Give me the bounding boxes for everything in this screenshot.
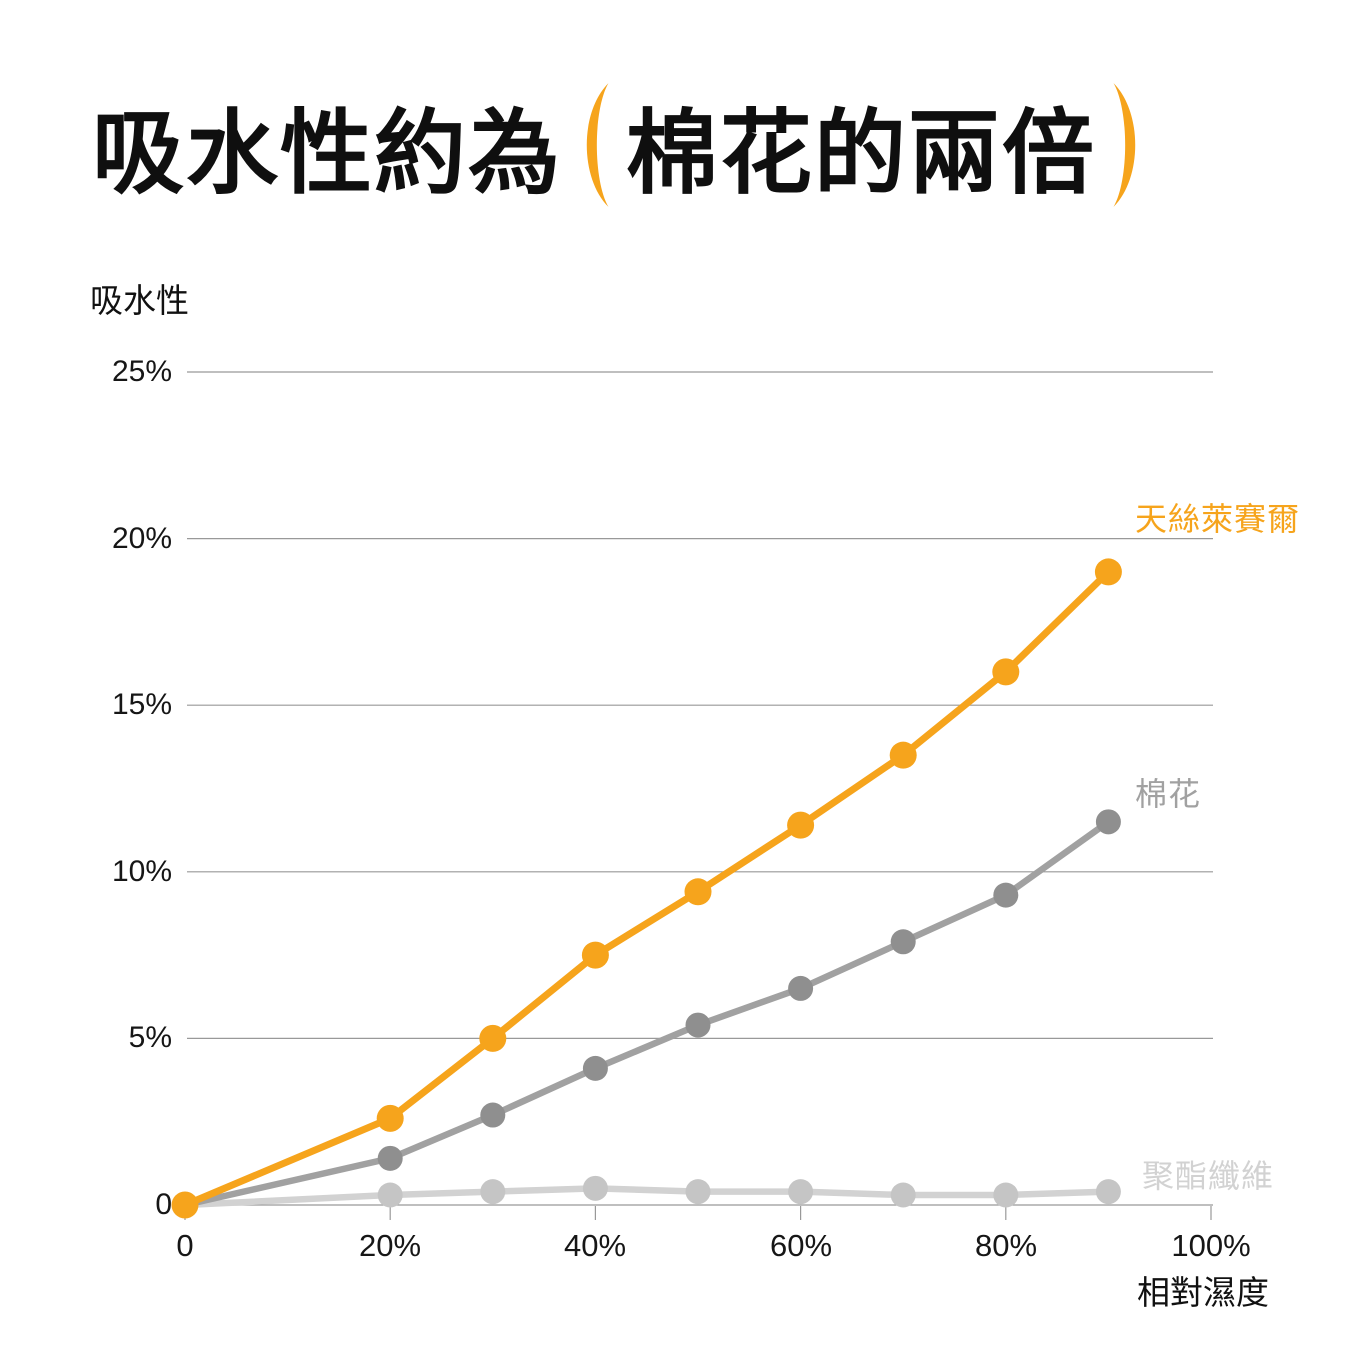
series-line-polyester [181,1185,1112,1209]
legend-lyocell: 天絲萊賽爾 [1135,501,1301,537]
open-paren-icon [586,83,609,207]
series-dot-polyester [788,1179,814,1205]
y-axis-title: 吸水性 [90,282,189,319]
y-tick-25: 25% [111,355,172,388]
series-dot-polyester [685,1179,711,1205]
close-paren-icon [1113,83,1136,207]
series-dot-polyester [993,1182,1019,1208]
title-text: 吸水性約為 [92,102,563,205]
series-dot-lyocell [581,941,609,969]
series-dot-lyocell [376,1104,404,1132]
series-dot-polyester [480,1179,506,1205]
series-dot-lyocell [171,1191,199,1219]
series-dot-lyocell [787,811,815,839]
series-dot-polyester [890,1182,916,1208]
series-dot-lyocell [889,741,917,769]
series-dot-cotton [582,1055,608,1081]
y-tick-10: 10% [111,855,172,888]
series-dot-lyocell [684,878,712,906]
y-tick-15: 15% [111,688,172,721]
series-dot-cotton [788,975,814,1001]
x-tick-20: 20% [358,1228,422,1263]
series-dot-cotton [890,929,916,955]
series-dot-polyester [377,1182,403,1208]
legend-polyester: 聚酯纖維 [1142,1158,1275,1194]
page-title: 吸水性約為 棉花的兩倍 [92,70,1160,220]
series-dot-cotton [377,1145,403,1171]
x-axis-title: 相對濕度 [1137,1274,1269,1311]
series-dot-lyocell [1094,558,1122,586]
series-dot-lyocell [479,1024,507,1052]
x-tick-100: 100% [1171,1228,1251,1263]
y-tick-20: 20% [111,522,172,555]
legend-cotton: 棉花 [1135,776,1202,812]
x-tick-0: 0 [176,1228,194,1263]
x-tick-40: 40% [563,1228,627,1263]
series-dot-cotton [480,1102,506,1128]
series-dot-polyester [1095,1179,1121,1205]
series-dot-cotton [1095,809,1121,835]
x-tick-80: 80% [974,1228,1038,1263]
x-tick-60: 60% [769,1228,833,1263]
title-highlight-text: 棉花的兩倍 [626,102,1097,205]
series-line-lyocell [181,568,1112,1209]
y-tick-0: 0 [155,1188,172,1221]
series-dot-polyester [582,1175,608,1201]
series-dot-lyocell [992,658,1020,686]
y-tick-5: 5% [128,1021,172,1054]
series-dot-cotton [993,882,1019,908]
series-dot-cotton [685,1012,711,1038]
